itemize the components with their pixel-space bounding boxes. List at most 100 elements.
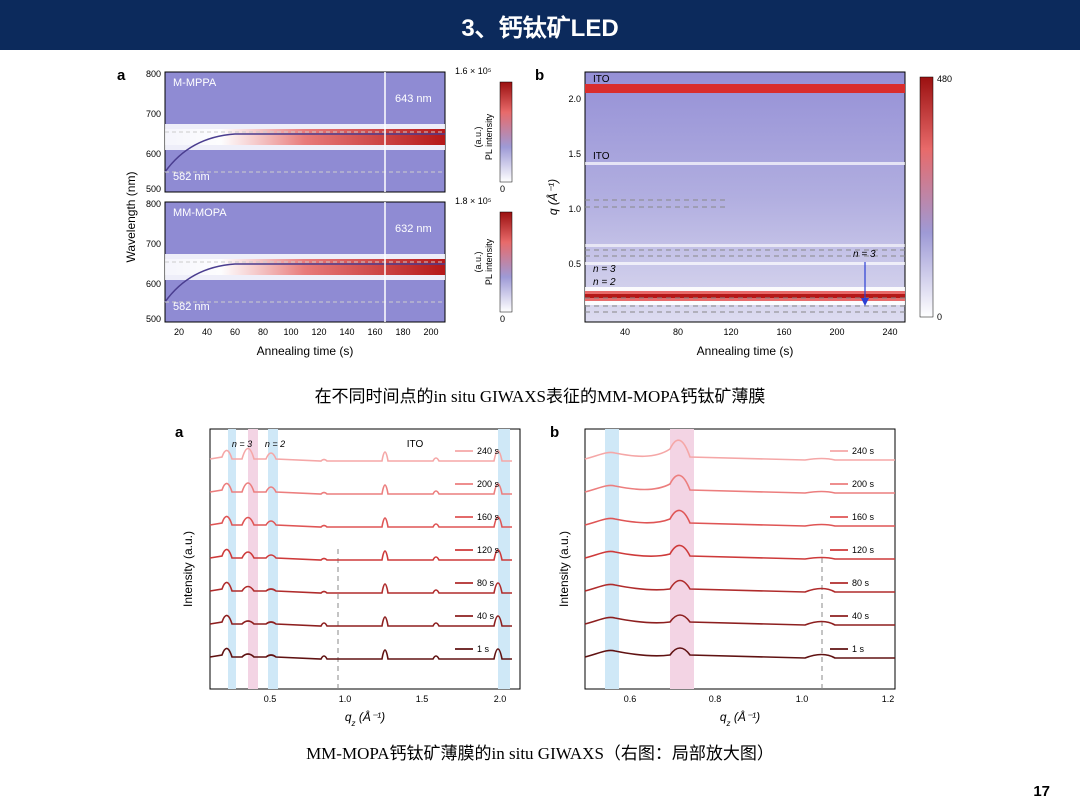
svg-text:2.0: 2.0 (568, 94, 581, 104)
curve (585, 440, 895, 460)
legend-label: 200 s (477, 479, 500, 489)
svg-text:0: 0 (937, 312, 942, 322)
curve (585, 545, 895, 559)
panel-b-ylabel: q (Å⁻¹) (545, 179, 560, 215)
svg-text:0: 0 (500, 314, 505, 324)
heatmap-b: ITO ITO n = 3 n = 2 n = 3 0.5 1.0 1.5 2.… (568, 72, 905, 322)
panel2a-ylabel: Intensity (a.u.) (181, 531, 195, 607)
svg-text:n = 3: n = 3 (853, 249, 876, 260)
svg-text:PL intensity: PL intensity (484, 113, 494, 160)
svg-text:480: 480 (937, 74, 952, 84)
plot-2a: n = 3 n = 2 ITO 240 s 200 s 160 s 120 s 80 s… (210, 429, 520, 704)
svg-text:40: 40 (202, 327, 212, 337)
legend-label: 120 s (477, 545, 500, 555)
curve (585, 510, 895, 526)
svg-text:MM-MOPA: MM-MOPA (173, 207, 227, 219)
heatmap-bot: MM-MOPA 632 nm 582 nm 800 700 600 500 (146, 199, 445, 324)
svg-text:1.5: 1.5 (416, 694, 429, 704)
svg-text:120: 120 (723, 327, 738, 337)
svg-text:40: 40 (620, 327, 630, 337)
legend-label: 120 s (852, 545, 875, 555)
svg-text:(a.u.): (a.u.) (473, 251, 483, 272)
panel2b-ylabel: Intensity (a.u.) (557, 531, 571, 607)
slide-title: 3、钙钛矿LED (461, 8, 618, 43)
svg-text:582 nm: 582 nm (173, 171, 210, 183)
svg-text:700: 700 (146, 109, 161, 119)
svg-text:200: 200 (423, 327, 438, 337)
panel-b-label: b (535, 67, 544, 84)
caption-1: 在不同时间点的in situ GIWAXS表征的MM-MOPA钙钛矿薄膜 (0, 382, 1080, 407)
figure-1: a Wavelength (nm) (105, 62, 975, 372)
svg-text:80: 80 (258, 327, 268, 337)
svg-text:600: 600 (146, 149, 161, 159)
svg-text:800: 800 (146, 69, 161, 79)
plot-2b: 240 s200 s160 s120 s80 s40 s1 s 0.6 0.8 … (585, 429, 895, 704)
svg-text:1.8 × 10⁵: 1.8 × 10⁵ (455, 196, 492, 206)
svg-text:1.5: 1.5 (568, 149, 581, 159)
panel2b-label: b (550, 424, 559, 441)
legend-label: 1 s (477, 644, 490, 654)
legend-label: 160 s (477, 512, 500, 522)
panel-b-xlabel: Annealing time (s) (697, 344, 794, 358)
svg-text:700: 700 (146, 239, 161, 249)
panel2a-label: a (175, 424, 184, 441)
svg-text:140: 140 (339, 327, 354, 337)
svg-text:1.0: 1.0 (568, 204, 581, 214)
panel-a-label: a (117, 67, 126, 84)
svg-text:PL intensity: PL intensity (484, 238, 494, 285)
svg-text:n = 3: n = 3 (593, 264, 616, 275)
legend-label: 240 s (852, 446, 875, 456)
svg-text:500: 500 (146, 314, 161, 324)
curve (585, 648, 895, 658)
svg-text:600: 600 (146, 279, 161, 289)
legend-label: 160 s (852, 512, 875, 522)
curve (585, 615, 895, 625)
svg-text:n = 3: n = 3 (232, 439, 252, 449)
panel-a-ylabel: Wavelength (nm) (124, 172, 138, 263)
svg-text:500: 500 (146, 184, 161, 194)
svg-text:1.2: 1.2 (882, 694, 895, 704)
svg-text:ITO: ITO (593, 74, 610, 85)
panel2b-xlabel: qz (Å⁻¹) (720, 709, 760, 728)
svg-text:0.8: 0.8 (709, 694, 722, 704)
page-number: 17 (1033, 783, 1050, 800)
svg-text:0.5: 0.5 (264, 694, 277, 704)
legend-label: 80 s (477, 578, 495, 588)
svg-text:ITO: ITO (407, 439, 424, 450)
svg-text:200: 200 (829, 327, 844, 337)
slide-header: 3、钙钛矿LED (0, 0, 1080, 50)
svg-text:0: 0 (500, 184, 505, 194)
legend-label: 1 s (852, 644, 865, 654)
svg-text:643 nm: 643 nm (395, 93, 432, 105)
svg-text:(a.u.): (a.u.) (473, 126, 483, 147)
colorbar-bot: 1.8 × 10⁵ PL intensity (a.u.) 0 (455, 196, 512, 324)
panel-b-xticks: 40 80 120 160 200 240 (620, 327, 898, 337)
svg-text:0.5: 0.5 (568, 259, 581, 269)
svg-text:632 nm: 632 nm (395, 223, 432, 235)
panel-a-xticks: 20 40 60 80 100 120 140 160 180 200 (174, 327, 439, 337)
svg-text:160: 160 (776, 327, 791, 337)
svg-text:20: 20 (174, 327, 184, 337)
caption-2: MM-MOPA钙钛矿薄膜的in situ GIWAXS（右图：局部放大图） (0, 739, 1080, 764)
svg-text:1.6 × 10⁵: 1.6 × 10⁵ (455, 66, 492, 76)
figure-2: a Intensity (a.u.) n = 3 n = 2 ITO 240 s… (170, 419, 910, 729)
svg-text:180: 180 (395, 327, 410, 337)
svg-text:800: 800 (146, 199, 161, 209)
svg-text:M-MPPA: M-MPPA (173, 77, 217, 89)
svg-text:60: 60 (230, 327, 240, 337)
svg-text:582 nm: 582 nm (173, 301, 210, 313)
svg-text:0.6: 0.6 (624, 694, 637, 704)
legend-label: 240 s (477, 446, 500, 456)
curve (585, 581, 895, 593)
svg-text:n = 2: n = 2 (265, 439, 285, 449)
legend-label: 40 s (852, 611, 870, 621)
svg-text:ITO: ITO (593, 151, 610, 162)
svg-text:n = 2: n = 2 (593, 277, 616, 288)
svg-text:240: 240 (882, 327, 897, 337)
svg-text:1.0: 1.0 (796, 694, 809, 704)
svg-text:160: 160 (367, 327, 382, 337)
figure-row-1: a Wavelength (nm) (0, 62, 1080, 372)
curve (585, 475, 895, 493)
panel-a-xlabel: Annealing time (s) (257, 344, 354, 358)
legend-label: 200 s (852, 479, 875, 489)
